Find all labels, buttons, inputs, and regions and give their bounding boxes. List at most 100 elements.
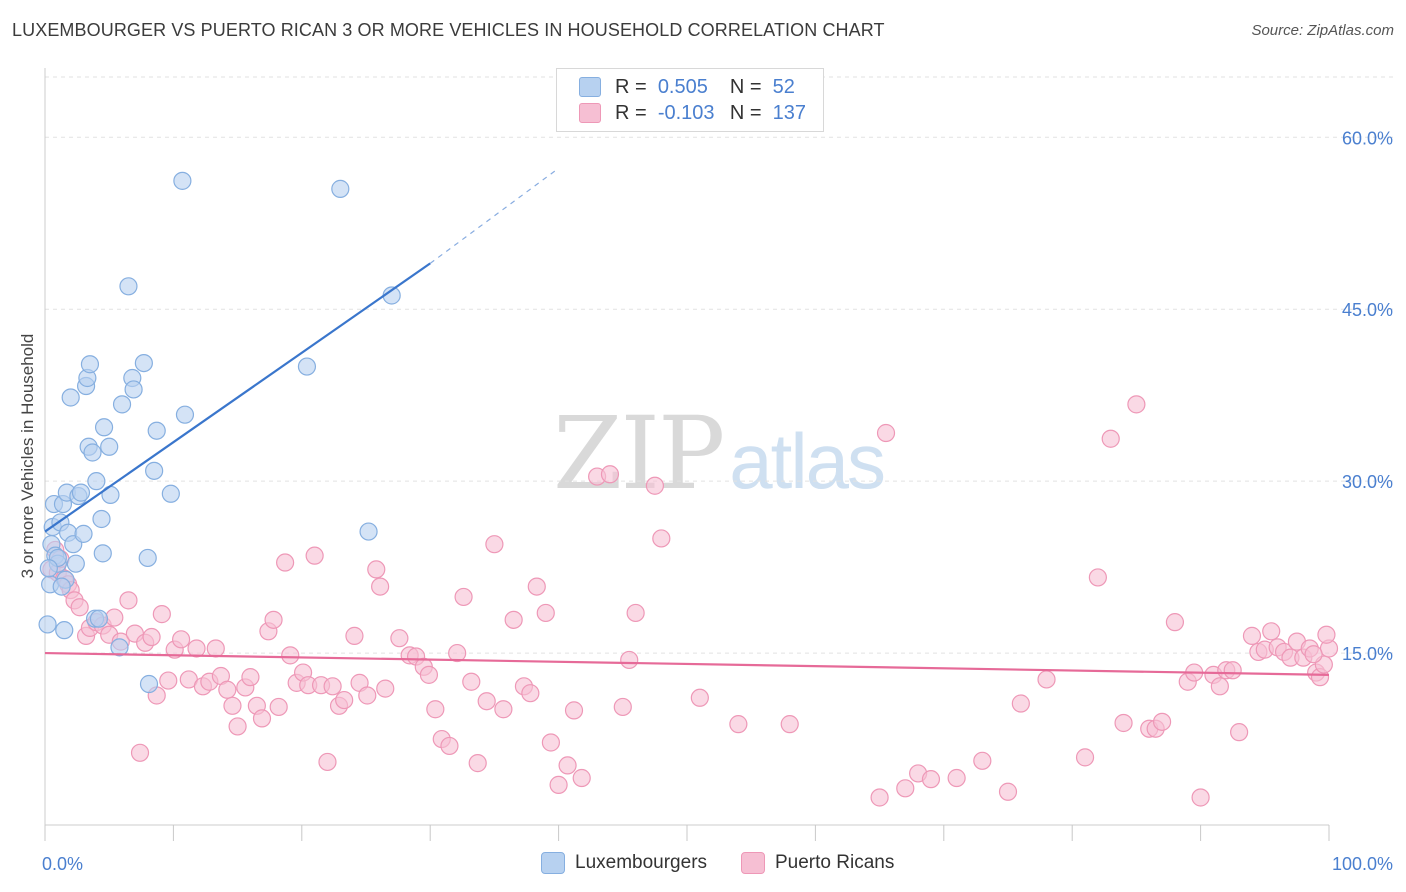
luxembourger-point: [92, 509, 111, 529]
luxembourger-point: [61, 388, 80, 407]
puerto-rican-point: [187, 639, 206, 658]
luxembourger-point: [39, 559, 58, 578]
puerto-rican-point: [462, 672, 481, 691]
puerto-rican-point: [323, 677, 342, 696]
luxembourger-point: [134, 354, 153, 373]
puerto-rican-point: [1317, 625, 1336, 644]
puerto-rican-point: [896, 779, 915, 798]
puerto-rican-point: [1114, 713, 1133, 733]
legend-label: Puerto Ricans: [775, 852, 895, 873]
puerto-rican-point: [172, 630, 191, 649]
puerto-rican-point: [504, 610, 523, 629]
luxembourger-point: [161, 484, 180, 503]
luxembourger-point: [83, 443, 102, 462]
puerto-rican-point: [345, 626, 364, 645]
legend-row-puerto-ricans: R = -0.103 N = 137: [579, 101, 806, 125]
puerto-rican-point: [152, 605, 171, 624]
puerto-rican-point: [572, 768, 591, 788]
luxembourger-point: [147, 421, 166, 440]
puerto-rican-point: [921, 770, 941, 789]
puerto-rican-point: [620, 650, 639, 670]
x-tick-label: 0.0%: [42, 854, 83, 874]
puerto-rican-point: [527, 577, 546, 596]
puerto-rican-point: [252, 709, 272, 728]
puerto-rican-point: [218, 680, 237, 699]
puerto-rican-point: [1242, 626, 1262, 645]
puerto-rican-point: [281, 646, 300, 665]
puerto-rican-point: [626, 603, 645, 623]
puerto-rican-point: [269, 697, 288, 717]
pink-swatch: [579, 103, 601, 123]
correlation-legend: R = 0.505 N = 52 R = -0.103 N = 137: [556, 68, 824, 132]
luxembourger-point: [138, 548, 157, 568]
puerto-rican-point: [564, 701, 584, 720]
n-label: N =: [729, 75, 762, 98]
watermark-atlas: atlas: [729, 417, 886, 505]
x-tick-label: 100.0%: [1332, 854, 1393, 874]
legend-row-luxembourgers: R = 0.505 N = 52: [579, 75, 795, 99]
n-value: 137: [772, 101, 806, 124]
luxembourger-point: [87, 472, 106, 491]
luxembourger-trend-line: [44, 262, 431, 533]
puerto-rican-point: [870, 788, 889, 807]
luxembourger-point: [89, 609, 109, 628]
puerto-rican-point: [1088, 568, 1107, 587]
puerto-rican-point: [541, 733, 560, 752]
luxembourger-point: [52, 577, 71, 596]
n-value: 52: [772, 75, 795, 98]
puerto-rican-point: [130, 743, 150, 762]
puerto-rican-point: [419, 665, 439, 684]
puerto-rican-point: [371, 577, 390, 596]
puerto-rican-point: [440, 736, 459, 756]
puerto-rican-point: [1262, 622, 1281, 641]
y-tick-label: 15.0%: [1342, 644, 1393, 664]
luxembourger-point: [331, 179, 350, 198]
puerto-rican-point: [1165, 613, 1185, 632]
puerto-rican-point: [1037, 670, 1056, 689]
puerto-rican-point: [477, 692, 496, 711]
luxembourger-point: [145, 461, 164, 480]
puerto-rican-point: [558, 756, 577, 775]
puerto-rican-point: [376, 679, 395, 698]
luxembourger-point: [38, 615, 57, 634]
puerto-rican-point: [70, 598, 89, 617]
zipatlas-watermark: ZIPatlas: [553, 395, 886, 512]
puerto-rican-point: [494, 700, 513, 719]
pink-swatch: [741, 852, 765, 874]
puerto-rican-point: [276, 553, 295, 572]
puerto-rican-point: [142, 627, 161, 647]
luxembourger-point: [71, 483, 91, 502]
luxembourger-point: [80, 355, 100, 374]
puerto-rican-point: [536, 603, 555, 623]
puerto-rican-point: [448, 643, 467, 663]
n-label: N =: [729, 101, 762, 124]
puerto-rican-point: [1223, 661, 1242, 680]
luxembourger-point: [139, 674, 159, 694]
r-label: R =: [615, 75, 647, 98]
puerto-rican-point: [521, 684, 540, 703]
luxembourger-point: [110, 638, 129, 657]
puerto-rican-point: [105, 608, 124, 627]
puerto-rican-point: [228, 717, 247, 736]
r-value: 0.505: [657, 75, 708, 98]
luxembourger-point: [112, 395, 132, 414]
y-tick-label: 60.0%: [1342, 128, 1393, 148]
puerto-rican-point: [241, 668, 260, 687]
legend-item-puerto-ricans[interactable]: Puerto Ricans: [741, 852, 894, 874]
chart-title: LUXEMBOURGER VS PUERTO RICAN 3 OR MORE V…: [12, 20, 885, 40]
puerto-rican-point: [1127, 395, 1146, 414]
r-label: R =: [615, 101, 647, 124]
source-label: Source: ZipAtlas.com: [1251, 22, 1394, 39]
puerto-rican-point: [264, 610, 283, 629]
legend-item-luxembourgers[interactable]: Luxembourgers: [541, 852, 707, 874]
puerto-rican-point: [1210, 677, 1229, 696]
puerto-rican-point: [119, 591, 138, 610]
r-value: -0.103: [657, 101, 715, 124]
luxembourger-point: [359, 522, 378, 541]
luxembourger-point: [94, 418, 114, 437]
blue-swatch: [541, 852, 565, 874]
blue-swatch: [579, 77, 601, 97]
puerto-rican-point: [468, 754, 487, 773]
puerto-rican-trend-line: [44, 651, 1330, 676]
